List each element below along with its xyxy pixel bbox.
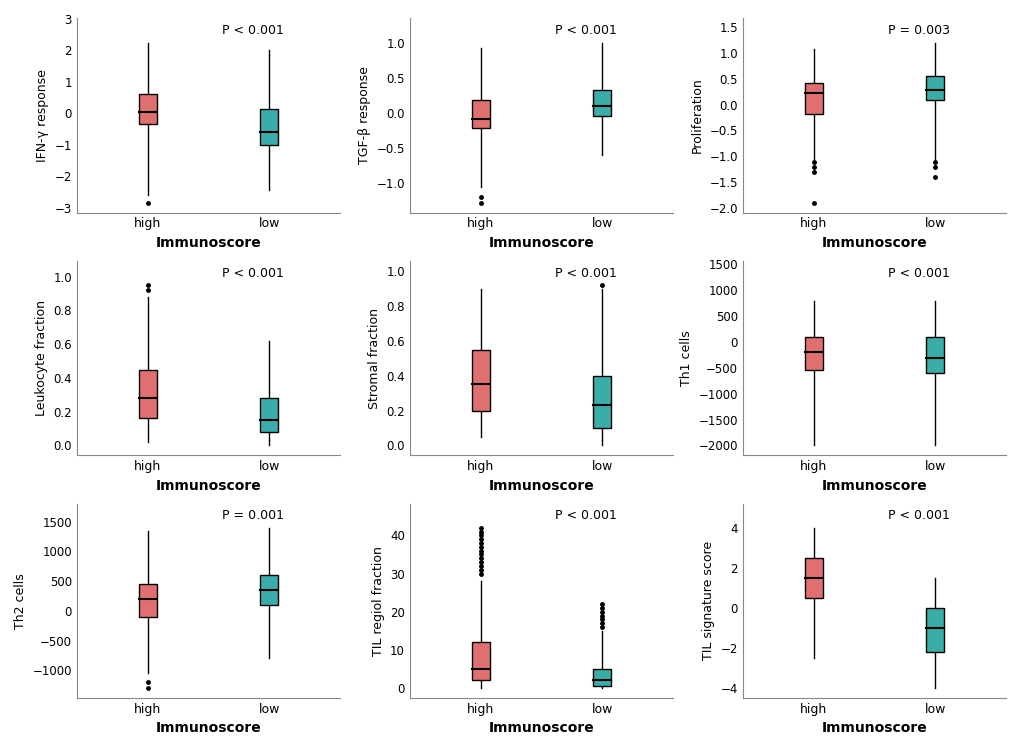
Bar (260, 109, 278, 145)
Y-axis label: Leukocyte fraction: Leukocyte fraction (35, 300, 48, 416)
Y-axis label: Th1 cells: Th1 cells (680, 330, 692, 386)
Text: P < 0.001: P < 0.001 (887, 509, 949, 523)
Bar (260, 575, 278, 605)
Y-axis label: TGF-β response: TGF-β response (358, 67, 371, 165)
Bar (592, 90, 610, 116)
Bar (139, 94, 157, 124)
Bar (139, 584, 157, 616)
Text: P < 0.001: P < 0.001 (554, 267, 615, 280)
Bar (804, 83, 822, 114)
Bar (471, 350, 489, 410)
X-axis label: Immunoscore: Immunoscore (488, 721, 594, 735)
Bar (139, 369, 157, 419)
Bar (260, 398, 278, 432)
Text: P < 0.001: P < 0.001 (221, 267, 283, 280)
Y-axis label: Th2 cells: Th2 cells (14, 573, 26, 628)
X-axis label: Immunoscore: Immunoscore (488, 479, 594, 493)
Y-axis label: TIL regiol fraction: TIL regiol fraction (371, 546, 384, 655)
Y-axis label: IFN-γ response: IFN-γ response (36, 69, 49, 162)
Bar (925, 608, 944, 652)
X-axis label: Immunoscore: Immunoscore (821, 479, 926, 493)
Text: P < 0.001: P < 0.001 (221, 24, 283, 37)
X-axis label: Immunoscore: Immunoscore (821, 236, 926, 250)
Y-axis label: TIL signature score: TIL signature score (701, 541, 714, 660)
Text: P = 0.001: P = 0.001 (221, 509, 283, 523)
Text: P < 0.001: P < 0.001 (554, 24, 615, 37)
X-axis label: Immunoscore: Immunoscore (488, 236, 594, 250)
X-axis label: Immunoscore: Immunoscore (155, 479, 261, 493)
Y-axis label: Stromal fraction: Stromal fraction (368, 308, 380, 409)
Bar (804, 558, 822, 598)
Bar (471, 642, 489, 680)
Text: P < 0.001: P < 0.001 (887, 267, 949, 280)
X-axis label: Immunoscore: Immunoscore (155, 236, 261, 250)
Bar (592, 669, 610, 686)
X-axis label: Immunoscore: Immunoscore (155, 721, 261, 735)
Bar (592, 376, 610, 428)
Bar (471, 100, 489, 128)
Text: P = 0.003: P = 0.003 (887, 24, 949, 37)
Y-axis label: Proliferation: Proliferation (690, 78, 703, 154)
Bar (925, 337, 944, 373)
Text: P < 0.001: P < 0.001 (554, 509, 615, 523)
Bar (925, 76, 944, 100)
X-axis label: Immunoscore: Immunoscore (821, 721, 926, 735)
Bar (804, 337, 822, 371)
